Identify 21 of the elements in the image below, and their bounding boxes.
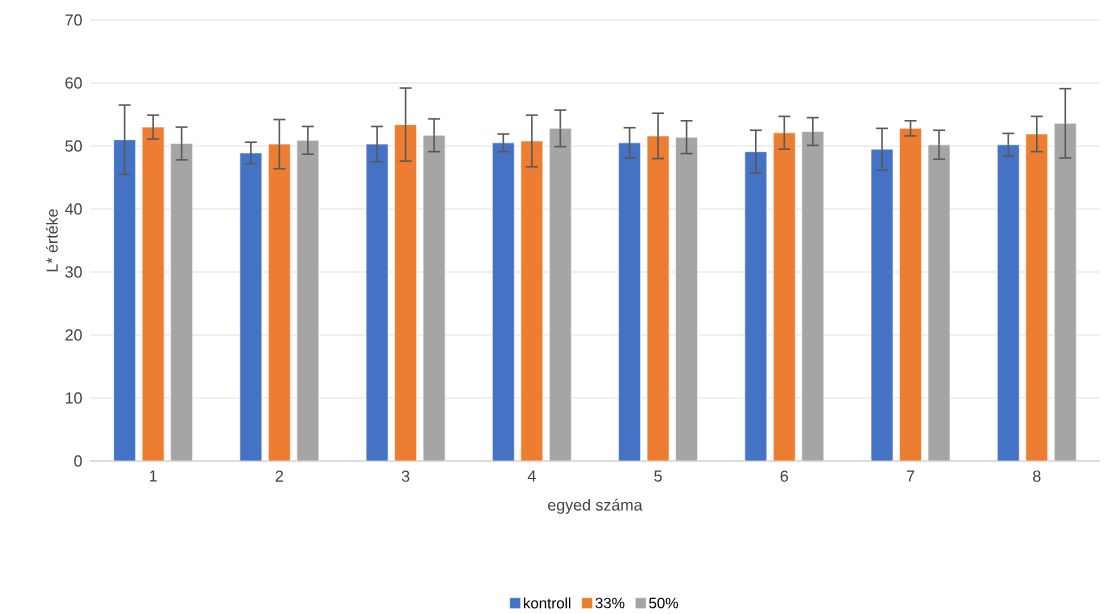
x-tick-label: 3 bbox=[401, 470, 410, 482]
y-tick-label: 0 bbox=[74, 455, 82, 467]
y-axis-title: L* értéke bbox=[45, 209, 58, 272]
y-tick-label: 10 bbox=[65, 392, 82, 404]
x-tick-label: 7 bbox=[906, 470, 915, 482]
x-tick-label: 1 bbox=[149, 470, 157, 482]
x-tick-label: 4 bbox=[527, 470, 536, 482]
y-tick-label: 70 bbox=[65, 14, 82, 26]
legend-label: 50% bbox=[649, 597, 678, 609]
y-tick-label: 30 bbox=[65, 266, 82, 278]
legend-label: 33% bbox=[595, 597, 625, 609]
y-tick-label: 40 bbox=[65, 203, 82, 215]
x-tick-label: 6 bbox=[780, 470, 789, 482]
y-tick-label: 20 bbox=[65, 329, 82, 341]
legend-label: kontroll bbox=[523, 597, 571, 609]
x-tick-label: 8 bbox=[1033, 470, 1041, 482]
x-axis-title: egyed száma bbox=[548, 498, 643, 514]
y-tick-label: 50 bbox=[65, 140, 82, 152]
x-tick-label: 5 bbox=[654, 470, 662, 482]
x-tick-label: 2 bbox=[275, 470, 283, 482]
y-tick-label: 60 bbox=[65, 77, 82, 89]
